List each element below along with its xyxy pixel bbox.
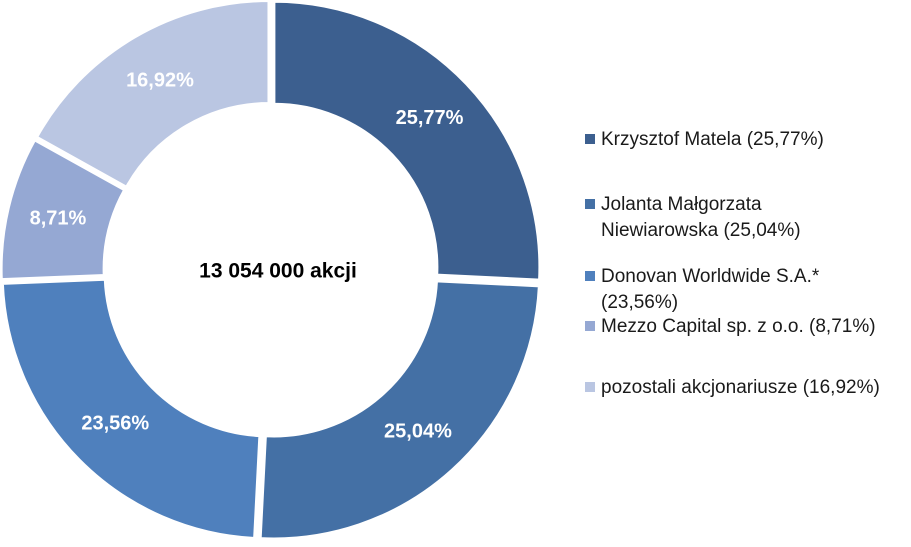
donut-slices <box>0 0 542 541</box>
legend-swatch <box>585 321 595 331</box>
donut-slice-3 <box>0 277 262 541</box>
legend-item: pozostali akcjonariusze (16,92%) <box>585 377 880 398</box>
donut-slice-1 <box>272 0 542 282</box>
legend-item: Donovan Worldwide S.A.* (23,56%) <box>585 266 820 313</box>
donut-slice-5 <box>34 0 271 190</box>
legend-label: Mezzo Capital sp. z o.o. (8,71%) <box>601 316 876 337</box>
slice-value-label: 23,56% <box>81 412 149 434</box>
legend-swatch <box>585 271 595 281</box>
legend-swatch <box>585 382 595 392</box>
legend-label: Donovan Worldwide S.A.* <box>601 266 820 287</box>
legend-item: Jolanta Małgorzata Niewiarowska (25,04%) <box>585 194 801 241</box>
legend-item: Krzysztof Matela (25,77%) <box>585 129 824 150</box>
slice-value-label: 25,04% <box>384 421 452 443</box>
center-total-label: 13 054 000 akcji <box>199 260 357 283</box>
legend-swatch <box>585 134 595 144</box>
slice-value-label: 16,92% <box>126 69 194 91</box>
slice-labels: 25,77% 25,04% 23,56% 8,71% 16,92% <box>30 69 464 442</box>
legend-label: pozostali akcjonariusze (16,92%) <box>601 377 880 398</box>
slice-value-label: 8,71% <box>30 207 87 229</box>
donut-slice-4 <box>0 137 127 282</box>
donut-slice-2 <box>258 279 541 541</box>
legend-label: Niewiarowska (25,04%) <box>601 220 801 241</box>
slice-value-label: 25,77% <box>396 107 464 129</box>
legend-label: Krzysztof Matela (25,77%) <box>601 129 824 150</box>
legend-label: Jolanta Małgorzata <box>601 194 762 215</box>
legend-item: Mezzo Capital sp. z o.o. (8,71%) <box>585 316 876 337</box>
legend-swatch <box>585 199 595 209</box>
legend-label: (23,56%) <box>601 292 678 313</box>
legend: Krzysztof Matela (25,77%) Jolanta Małgorz… <box>585 129 880 398</box>
